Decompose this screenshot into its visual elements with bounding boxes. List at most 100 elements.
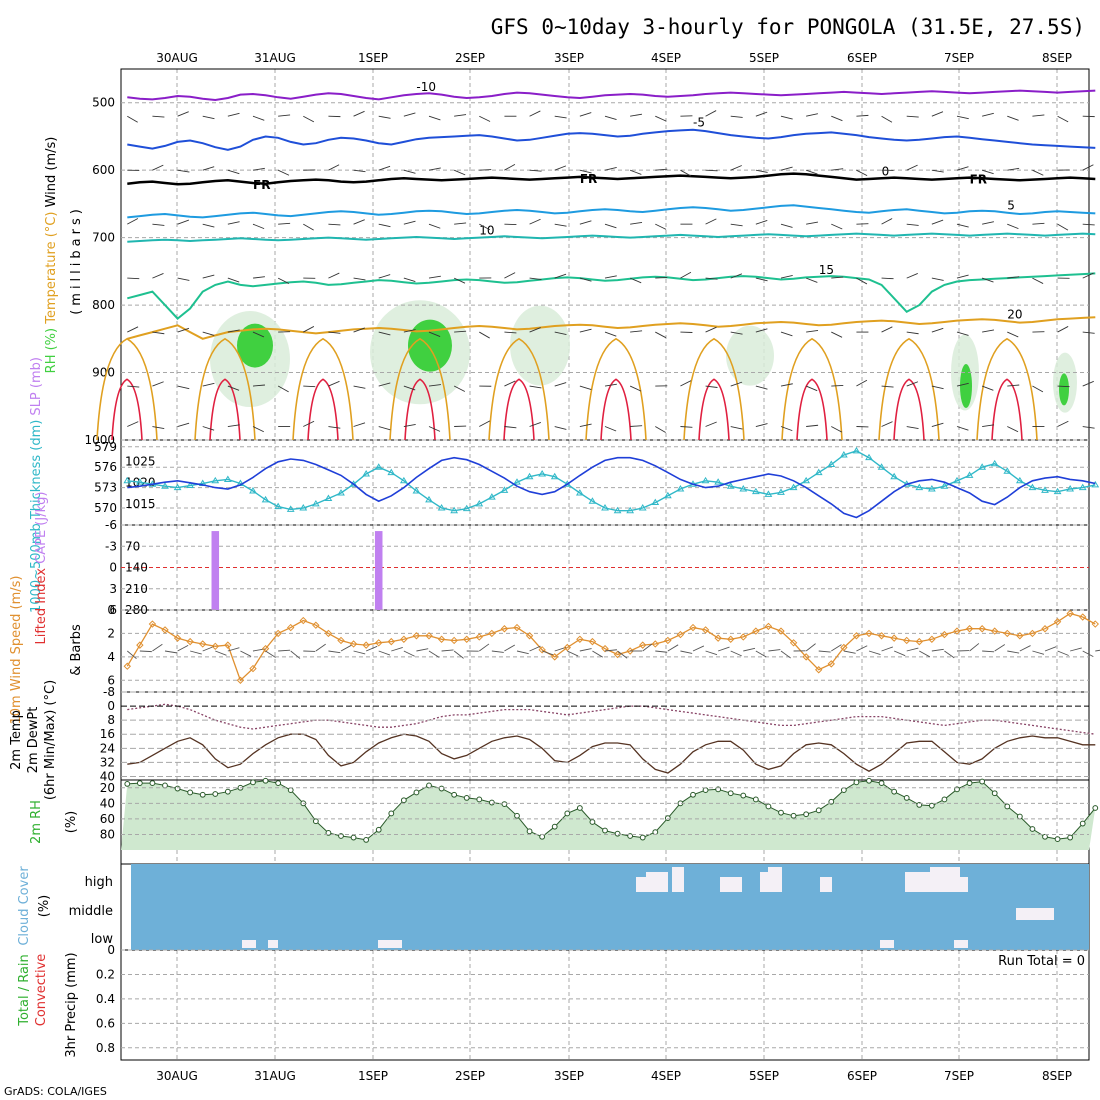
slp-label: SLP (mb) <box>29 357 44 416</box>
thickness-point <box>1041 486 1049 493</box>
wind-barb <box>529 421 542 427</box>
cloud-mid-block <box>1040 908 1054 920</box>
wind-barb-10m <box>944 650 955 659</box>
run-total-label: Run Total = 0 <box>998 954 1085 969</box>
wind-barb-10m <box>479 643 490 652</box>
wind-barb <box>529 385 542 389</box>
precip-tick-label: 0.6 <box>96 1016 115 1030</box>
rh-point <box>928 802 935 809</box>
wind-barb <box>453 277 466 284</box>
thickness-point <box>173 483 182 491</box>
wind-barb <box>177 111 189 117</box>
wind-speed-point <box>940 630 949 639</box>
wind-barb <box>655 277 668 279</box>
temp-tick-label: 24 <box>100 741 115 755</box>
wind-barb-10m <box>969 643 980 652</box>
wind-barb <box>454 222 467 225</box>
convective-label: Convective <box>34 954 49 1027</box>
wind-barb <box>680 380 692 387</box>
precip-tick-label: 0.2 <box>96 967 115 981</box>
wind-barb <box>579 277 592 282</box>
thickness-point <box>161 482 169 489</box>
rh-point <box>979 778 986 785</box>
wind-barb <box>730 223 743 227</box>
thickness-point <box>324 494 333 501</box>
thickness-point <box>513 478 521 485</box>
warm-contour <box>194 337 256 441</box>
thickness-point <box>123 476 132 484</box>
wind-barb <box>152 223 165 226</box>
wind-speed-point <box>400 635 408 643</box>
cloud-low-block <box>378 940 402 948</box>
rh-point <box>250 779 256 786</box>
wind-barb <box>504 426 517 429</box>
wind-speed-point <box>903 636 911 645</box>
wind-barb <box>579 328 592 333</box>
pressure-tick-label: 700 <box>92 231 115 245</box>
wind-barb <box>252 426 264 433</box>
thickness-point <box>1091 480 1100 488</box>
wind-barb <box>755 385 768 390</box>
wind-barb <box>1057 385 1070 388</box>
pressure-tick-label: 600 <box>92 163 115 177</box>
wind-speed-point <box>136 641 144 649</box>
thickness-point <box>613 506 622 514</box>
rh-point <box>262 777 269 784</box>
wind-barb <box>982 112 994 117</box>
thickness-point <box>990 459 999 467</box>
chart-title: GFS 0~10day 3-hourly for PONGOLA (31.5E,… <box>491 15 1085 39</box>
rh-point <box>941 796 948 803</box>
wind-speed-point <box>1041 625 1049 633</box>
wind-barb <box>931 219 944 225</box>
wind-barb <box>780 426 793 432</box>
hot-contour <box>698 378 730 441</box>
wind-speed-point <box>1053 618 1062 626</box>
wind-barb-10m <box>1070 647 1082 652</box>
wind-barb <box>428 331 441 337</box>
warm-contour <box>292 337 354 441</box>
wind-barb-10m <box>667 644 679 652</box>
wind-barb-10m <box>378 650 391 656</box>
wind-barb <box>152 115 165 118</box>
wind-speed-point <box>802 653 810 661</box>
temp-tick-label: 16 <box>100 727 115 741</box>
wind-barb <box>454 330 467 333</box>
wind-barb <box>353 277 366 281</box>
wind-barb <box>1007 384 1020 387</box>
wind-barb <box>705 421 717 427</box>
rh-point <box>1004 803 1011 810</box>
wind-speed-point <box>199 640 207 648</box>
wind-barb <box>1007 276 1020 279</box>
wind-barb-10m <box>893 650 906 657</box>
wind-speed-point <box>689 623 697 632</box>
day-label-bottom: 2SEP <box>455 1069 485 1083</box>
wind-barb-10m <box>1007 650 1020 654</box>
thickness-point <box>487 493 496 500</box>
rh-point <box>275 780 282 787</box>
wind-barb <box>227 329 240 333</box>
thickness-point <box>638 504 647 511</box>
wind-barb <box>554 382 567 387</box>
thickness-point <box>777 488 785 495</box>
thickness-point <box>852 446 861 454</box>
wind-barb <box>378 274 391 279</box>
upper-axis-label: RH (%) Temperature (°C) Wind (m/s) <box>44 137 59 374</box>
wind-barb <box>454 114 467 117</box>
wind-barb <box>177 385 190 390</box>
day-label-top: 4SEP <box>651 51 681 65</box>
thickness-point <box>651 498 660 506</box>
thickness-tick-label: 573 <box>94 481 117 495</box>
rh-unit-label: (%) <box>64 811 79 834</box>
thickness-point <box>626 506 635 514</box>
rh-point <box>224 788 231 795</box>
cloud-high-block <box>768 867 782 892</box>
wind-barb <box>252 276 265 279</box>
wind-speed-point <box>173 634 182 642</box>
wind-barb-10m <box>592 650 603 658</box>
wind-barb <box>1007 115 1019 121</box>
wind-barb <box>504 163 516 171</box>
wind-barb-10m <box>516 650 529 655</box>
wind-barb <box>604 426 617 432</box>
wind-speed-point <box>777 627 785 635</box>
wind-barb-10m <box>994 644 1006 652</box>
